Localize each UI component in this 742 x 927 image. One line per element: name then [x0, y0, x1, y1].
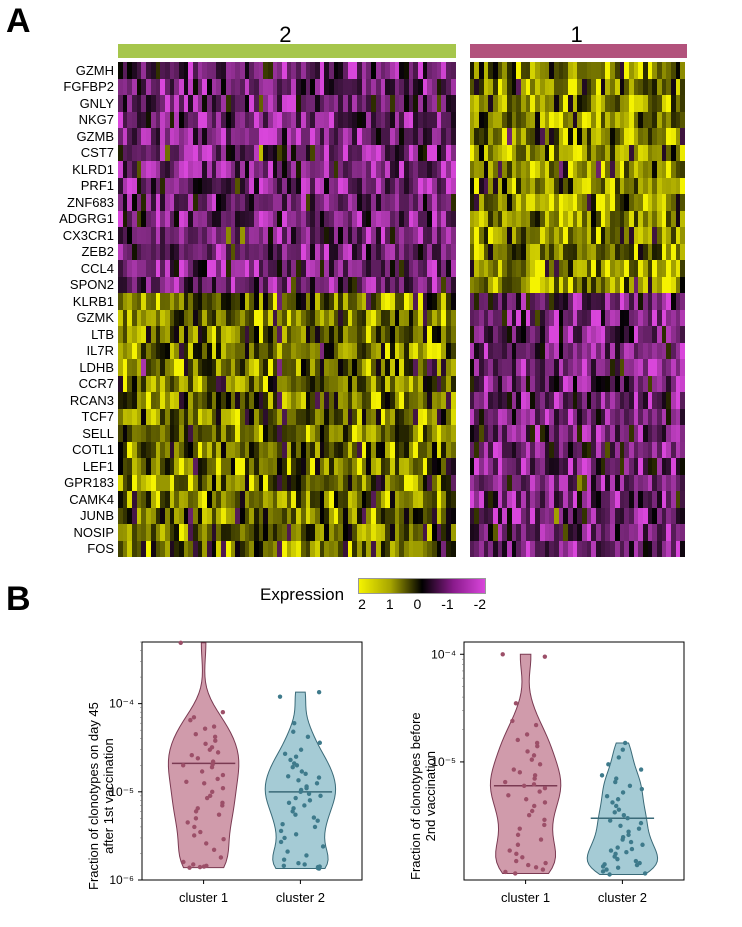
gene-label: JUNB — [30, 508, 114, 525]
gene-label: NKG7 — [30, 112, 114, 129]
cluster-labels-row: 2 1 — [118, 22, 704, 44]
legend-colorbar-wrap: 2 1 0 -1 -2 — [358, 578, 486, 612]
violin-left: 10⁻⁶10⁻⁵10⁻⁴cluster 1cluster 2 Fraction … — [92, 632, 372, 912]
gene-label: IL7R — [30, 343, 114, 360]
gene-label: FOS — [30, 541, 114, 558]
heatmap-body: GZMHFGFBP2GNLYNKG7GZMBCST7KLRD1PRF1ZNF68… — [118, 62, 704, 557]
violin-right: 10⁻⁵10⁻⁴cluster 1cluster 2 Fraction of c… — [414, 632, 694, 912]
cluster-bars-row — [118, 44, 704, 58]
gene-label: CST7 — [30, 145, 114, 162]
heatmap-grid — [118, 62, 685, 557]
gene-label: GPR183 — [30, 475, 114, 492]
heatmap-block-1 — [470, 62, 686, 557]
svg-text:10⁻⁴: 10⁻⁴ — [431, 647, 456, 661]
gene-label: SELL — [30, 425, 114, 442]
cluster-bar-2 — [118, 44, 456, 58]
gene-label: CCL4 — [30, 260, 114, 277]
violin-left-ylabel-l1: Fraction of clonotypes on day 45 — [86, 702, 101, 890]
gene-row-labels: GZMHFGFBP2GNLYNKG7GZMBCST7KLRD1PRF1ZNF68… — [30, 62, 114, 557]
gene-label: GZMB — [30, 128, 114, 145]
gene-label: KLRB1 — [30, 293, 114, 310]
gene-label: LTB — [30, 326, 114, 343]
legend-tick: -2 — [474, 596, 486, 612]
svg-text:cluster 2: cluster 2 — [598, 890, 647, 905]
gene-label: FGFBP2 — [30, 79, 114, 96]
violin-right-svg: 10⁻⁵10⁻⁴cluster 1cluster 2 — [414, 632, 694, 912]
gene-label: NOSIP — [30, 524, 114, 541]
violin-right-ylabel-l2: 2nd vaccination — [423, 712, 438, 880]
gene-label: ADGRG1 — [30, 211, 114, 228]
svg-text:cluster 2: cluster 2 — [276, 890, 325, 905]
gene-label: CAMK4 — [30, 491, 114, 508]
cluster-bar-1 — [470, 44, 686, 58]
expression-legend: Expression 2 1 0 -1 -2 — [260, 578, 486, 612]
svg-text:cluster 1: cluster 1 — [501, 890, 550, 905]
violin-left-ylabel: Fraction of clonotypes on day 45 after 1… — [86, 702, 116, 890]
gene-label: CX3CR1 — [30, 227, 114, 244]
violin-right-ylabel: Fraction of clonotypes before 2nd vaccin… — [408, 712, 438, 880]
panel-a-label: A — [6, 2, 31, 41]
gene-label: KLRD1 — [30, 161, 114, 178]
gene-label: ZNF683 — [30, 194, 114, 211]
gene-label: RCAN3 — [30, 392, 114, 409]
gene-label: COTL1 — [30, 442, 114, 459]
legend-colorbar — [358, 578, 486, 594]
svg-text:cluster 1: cluster 1 — [179, 890, 228, 905]
legend-title: Expression — [260, 585, 344, 605]
gene-label: ZEB2 — [30, 244, 114, 261]
legend-tick: -1 — [441, 596, 453, 612]
legend-ticks: 2 1 0 -1 -2 — [358, 596, 486, 612]
gene-label: TCF7 — [30, 409, 114, 426]
gene-label: LDHB — [30, 359, 114, 376]
gene-label: GZMK — [30, 310, 114, 327]
heatmap-container: 2 1 GZMHFGFBP2GNLYNKG7GZMBCST7KLRD1PRF1Z… — [118, 22, 704, 557]
gene-label: CCR7 — [30, 376, 114, 393]
legend-tick: 1 — [386, 596, 394, 612]
gene-label: LEF1 — [30, 458, 114, 475]
heatmap-block-2 — [118, 62, 456, 557]
gene-label: GZMH — [30, 62, 114, 79]
gene-label: SPON2 — [30, 277, 114, 294]
figure-root: A 2 1 GZMHFGFBP2GNLYNKG7GZMBCST7KLRD1PRF… — [0, 0, 742, 927]
gene-label: PRF1 — [30, 178, 114, 195]
violin-left-ylabel-l2: after 1st vaccination — [101, 702, 116, 890]
panel-b-label: B — [6, 580, 31, 619]
legend-tick: 0 — [414, 596, 422, 612]
legend-tick: 2 — [358, 596, 366, 612]
violin-right-ylabel-l1: Fraction of clonotypes before — [408, 712, 423, 880]
violin-left-svg: 10⁻⁶10⁻⁵10⁻⁴cluster 1cluster 2 — [92, 632, 372, 912]
gene-label: GNLY — [30, 95, 114, 112]
